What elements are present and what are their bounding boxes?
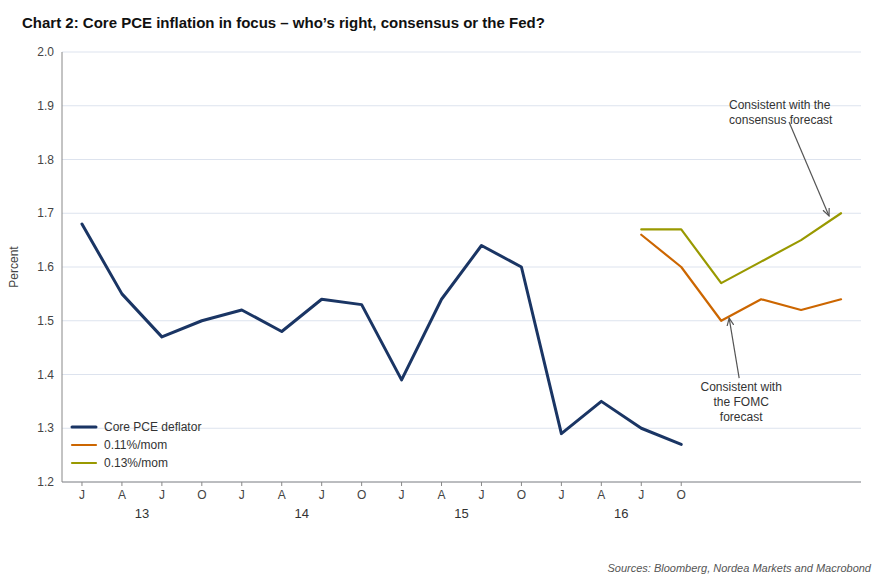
grid-line: [62, 374, 861, 375]
y-tick-label: 1.6: [37, 260, 54, 274]
x-tick-label: O: [677, 488, 686, 502]
y-tick-label: 1.4: [37, 368, 54, 382]
x-tick: [561, 482, 562, 486]
annotation-line: Consistent with: [700, 380, 781, 394]
annotation-line: consensus forecast: [729, 113, 833, 127]
series-line: [82, 224, 681, 444]
x-tick-label: A: [278, 488, 286, 502]
x-tick: [641, 482, 642, 486]
x-tick: [441, 482, 442, 486]
x-tick: [601, 482, 602, 486]
x-tick: [521, 482, 522, 486]
x-axis-line: [62, 482, 861, 483]
y-tick-label: 1.8: [37, 153, 54, 167]
series-line: [641, 213, 841, 283]
legend-label: Core PCE deflator: [104, 420, 201, 434]
x-tick-label: O: [197, 488, 206, 502]
x-tick-label: J: [638, 488, 644, 502]
x-tick-label: O: [517, 488, 526, 502]
x-tick-label: A: [118, 488, 126, 502]
x-tick: [481, 482, 482, 486]
x-tick-label: J: [79, 488, 85, 502]
legend-swatch: [72, 426, 96, 429]
grid-line: [62, 213, 861, 214]
grid-line: [62, 320, 861, 321]
title: Chart 2: Core PCE inflation in focus – w…: [22, 14, 545, 31]
x-tick-label: J: [319, 488, 325, 502]
annotation-arrow: [729, 318, 739, 378]
legend-swatch: [72, 444, 96, 446]
x-tick: [321, 482, 322, 486]
y-tick-label: 2.0: [37, 45, 54, 59]
annotation-text: Consistent with theconsensus forecast: [729, 98, 833, 127]
chart: Chart 2: Core PCE inflation in focus – w…: [0, 0, 881, 582]
x-group-label: 15: [454, 506, 468, 521]
x-group-label: 16: [614, 506, 628, 521]
x-tick: [201, 482, 202, 486]
x-tick: [361, 482, 362, 486]
x-tick-label: J: [399, 488, 405, 502]
legend: Core PCE deflator 0.11%/mom 0.13%/mom: [72, 420, 201, 470]
y-ticks: 1.2 1.3 1.4 1.5 1.6 1.7 1.8 1.9 2.0: [37, 45, 54, 489]
source: Sources: Bloomberg, Nordea Markets and M…: [607, 562, 871, 574]
annotation-line: the FOMC: [713, 395, 769, 409]
legend-label: 0.11%/mom: [104, 438, 167, 452]
y-tick-label: 1.3: [37, 421, 54, 435]
x-tick-label: J: [478, 488, 484, 502]
annotation-arrow: [789, 122, 829, 216]
x-tick: [81, 482, 82, 486]
annotation-line: Consistent with the: [729, 98, 831, 112]
grid-line: [62, 52, 861, 53]
x-group-label: 13: [135, 506, 149, 521]
grid-line: [62, 267, 861, 268]
y-tick-label: 1.9: [37, 99, 54, 113]
x-tick-label: J: [239, 488, 245, 502]
legend-label: 0.13%/mom: [104, 456, 168, 470]
x-tick: [401, 482, 402, 486]
x-tick-label: A: [597, 488, 605, 502]
x-tick: [241, 482, 242, 486]
x-tick-label: A: [438, 488, 446, 502]
x-tick-label: O: [357, 488, 366, 502]
x-tick: [161, 482, 162, 486]
y-axis-label: Percent: [7, 246, 21, 288]
y-tick-label: 1.5: [37, 314, 54, 328]
x-ticks: JAJOJAJOJAJOJAJO: [79, 482, 686, 502]
x-tick-label: J: [159, 488, 165, 502]
y-grid: [62, 52, 861, 482]
x-group-label: 14: [294, 506, 308, 521]
plot-area: [82, 213, 841, 444]
legend-swatch: [72, 462, 96, 464]
annotation-line: forecast: [720, 410, 763, 424]
grid-line: [62, 482, 861, 483]
y-tick-label: 1.7: [37, 206, 54, 220]
x-tick: [681, 482, 682, 486]
annotation-text: Consistent withthe FOMCforecast: [700, 380, 781, 424]
x-tick: [121, 482, 122, 486]
annotations: Consistent with theconsensus forecastCon…: [700, 98, 833, 424]
y-tick-label: 1.2: [37, 475, 54, 489]
x-tick: [281, 482, 282, 486]
x-tick-label: J: [558, 488, 564, 502]
grid-line: [62, 159, 861, 160]
y-axis-line: [62, 52, 63, 482]
series-line: [641, 235, 841, 321]
